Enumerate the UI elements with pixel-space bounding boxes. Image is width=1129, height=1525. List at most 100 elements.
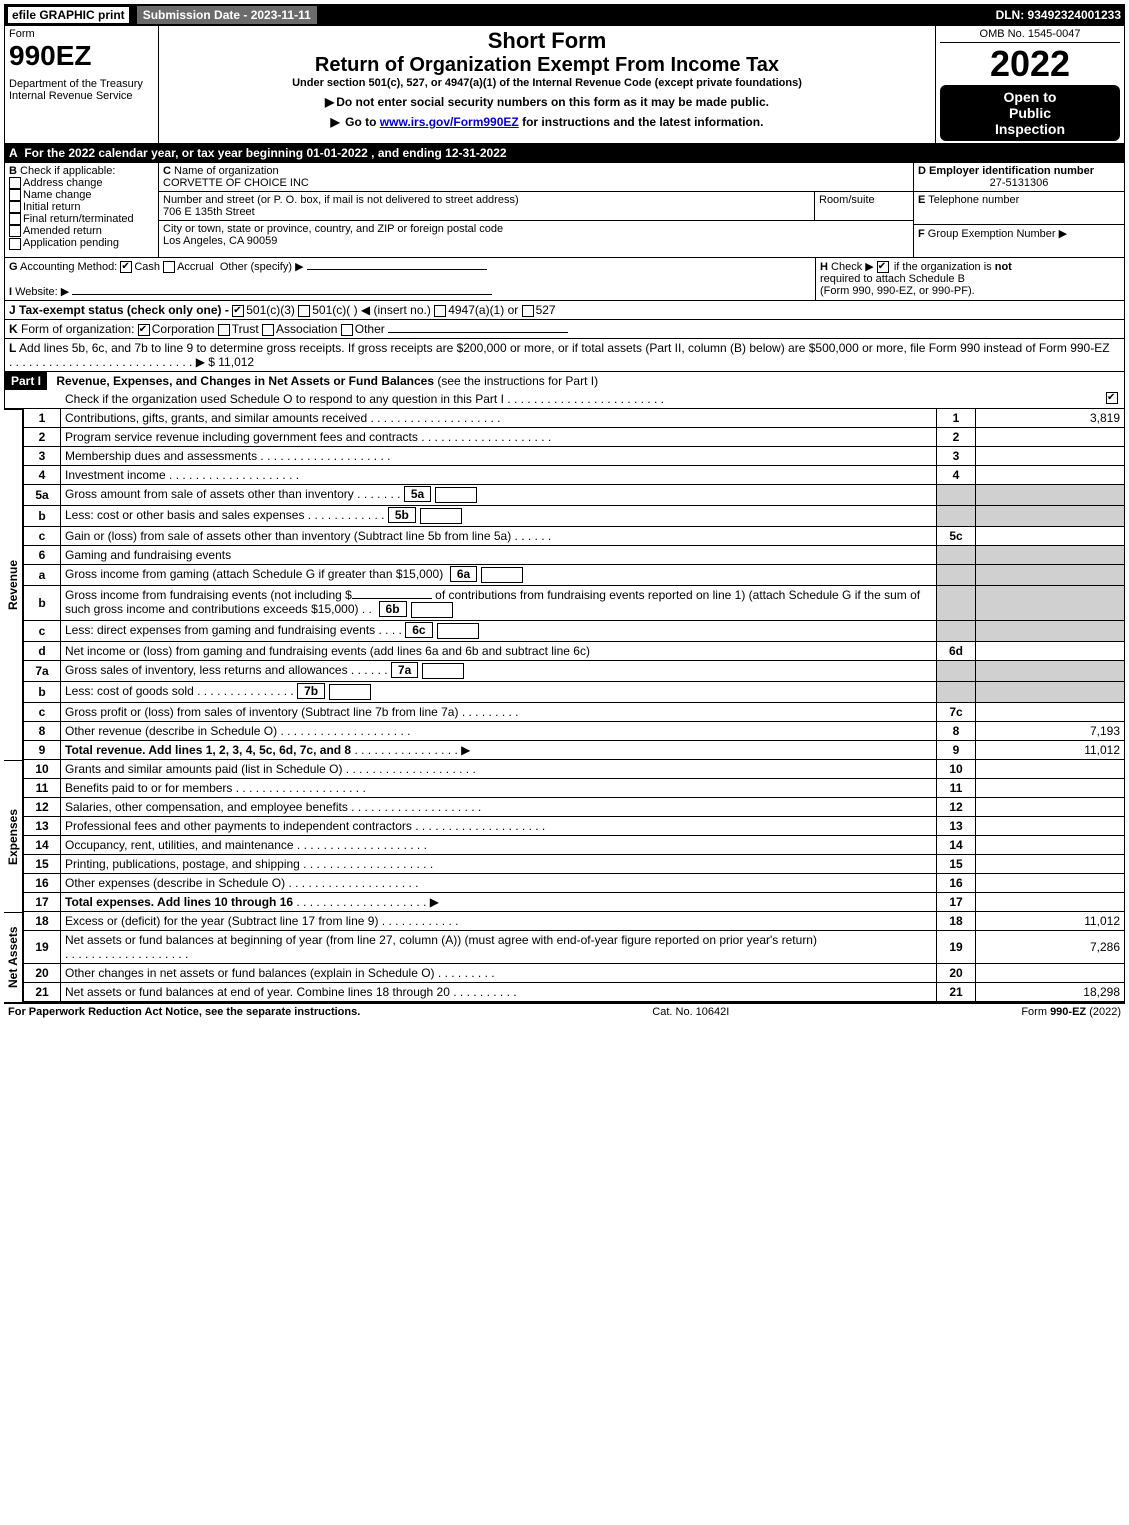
l6b-num: b	[24, 586, 61, 621]
chk-schedule-o[interactable]	[1106, 392, 1118, 404]
l8-amt: 7,193	[976, 722, 1125, 741]
goto-link[interactable]: www.irs.gov/Form990EZ	[380, 115, 519, 129]
l17-text: Total expenses. Add lines 10 through 16	[65, 895, 293, 909]
city-label: City or town, state or province, country…	[163, 223, 503, 235]
chk-address-change[interactable]	[9, 177, 21, 189]
opt-other: Other (specify)	[220, 261, 292, 273]
l6c-sub: 6c	[405, 622, 432, 638]
chk-4947[interactable]	[434, 305, 446, 317]
l7b-sub: 7b	[297, 683, 325, 699]
l7c-lab: 7c	[937, 703, 976, 722]
h-text2: if the organization is	[894, 261, 995, 273]
chk-cash[interactable]	[120, 261, 132, 273]
chk-schedule-b[interactable]	[877, 261, 889, 273]
l5a-amt	[976, 485, 1125, 506]
chk-name-change[interactable]	[9, 189, 21, 201]
l7c-amt	[976, 703, 1125, 722]
l6c-num: c	[24, 621, 61, 642]
l3-text: Membership dues and assessments	[65, 449, 257, 463]
netassets-side-label: Net Assets	[4, 912, 23, 1002]
chk-final-return[interactable]	[9, 213, 21, 225]
part1-check-text: Check if the organization used Schedule …	[65, 392, 504, 406]
chk-501c[interactable]	[298, 305, 310, 317]
l13-amt	[976, 817, 1125, 836]
l8-text: Other revenue (describe in Schedule O)	[65, 724, 277, 738]
l11-lab: 11	[937, 779, 976, 798]
room-suite-label: Room/suite	[815, 192, 913, 220]
l15-text: Printing, publications, postage, and shi…	[65, 857, 300, 871]
l17-amt	[976, 893, 1125, 912]
l5c-lab: 5c	[937, 527, 976, 546]
l3-num: 3	[24, 447, 61, 466]
l18-text: Excess or (deficit) for the year (Subtra…	[65, 914, 378, 928]
l12-lab: 12	[937, 798, 976, 817]
l19-num: 19	[24, 931, 61, 964]
revenue-table: 1Contributions, gifts, grants, and simil…	[23, 409, 1125, 760]
chk-accrual[interactable]	[163, 261, 175, 273]
h-text4: (Form 990, 990-EZ, or 990-PF).	[820, 285, 975, 297]
l7a-amt	[976, 661, 1125, 682]
l7a-num: 7a	[24, 661, 61, 682]
opt-cash: Cash	[134, 261, 160, 273]
l19-amt: 7,286	[976, 931, 1125, 964]
goto-post: for instructions and the latest informat…	[522, 115, 763, 129]
l10-amt	[976, 760, 1125, 779]
l9-num: 9	[24, 741, 61, 760]
l6a-text: Gross income from gaming (attach Schedul…	[65, 567, 443, 581]
l6c-amt	[976, 621, 1125, 642]
l21-amt: 18,298	[976, 983, 1125, 1002]
footer-right: Form 990-EZ (2022)	[1021, 1006, 1121, 1018]
footer-mid: Cat. No. 10642I	[652, 1006, 729, 1018]
l6-num: 6	[24, 546, 61, 565]
l3-lab: 3	[937, 447, 976, 466]
omb-number: OMB No. 1545-0047	[940, 28, 1120, 43]
chk-application-pending[interactable]	[9, 238, 21, 250]
top-bar: efile GRAPHIC print Submission Date - 20…	[4, 4, 1125, 26]
l16-amt	[976, 874, 1125, 893]
netassets-section: Net Assets 18 Excess or (deficit) for the…	[4, 912, 1125, 1002]
city: Los Angeles, CA 90059	[163, 235, 277, 247]
l6d-num: d	[24, 642, 61, 661]
opt-application-pending: Application pending	[23, 237, 119, 249]
acct-method-label: Accounting Method:	[20, 261, 117, 273]
l12-num: 12	[24, 798, 61, 817]
chk-trust[interactable]	[218, 324, 230, 336]
l13-num: 13	[24, 817, 61, 836]
chk-501c3[interactable]	[232, 305, 244, 317]
l14-lab: 14	[937, 836, 976, 855]
h-text3: required to attach Schedule B	[820, 273, 965, 285]
l7c-num: c	[24, 703, 61, 722]
chk-initial-return[interactable]	[9, 201, 21, 213]
l5a-sub: 5a	[404, 486, 431, 502]
l5b-num: b	[24, 506, 61, 527]
goto-note: Go to www.irs.gov/Form990EZ for instruct…	[165, 115, 929, 129]
page-footer: For Paperwork Reduction Act Notice, see …	[4, 1002, 1125, 1020]
l6a-num: a	[24, 565, 61, 586]
open-public-badge: Open to Public Inspection	[940, 85, 1120, 141]
l6d-text: Net income or (loss) from gaming and fun…	[65, 644, 590, 658]
opt-accrual: Accrual	[177, 261, 214, 273]
l18-num: 18	[24, 912, 61, 931]
l5b-lab	[937, 506, 976, 527]
l11-amt	[976, 779, 1125, 798]
public: Public	[944, 105, 1116, 121]
l6b-amt	[976, 586, 1125, 621]
form-number: 990EZ	[9, 40, 154, 72]
chk-amended-return[interactable]	[9, 225, 21, 237]
chk-corp[interactable]	[138, 324, 150, 336]
l7a-text: Gross sales of inventory, less returns a…	[65, 663, 348, 677]
chk-527[interactable]	[522, 305, 534, 317]
part1-header-row: Part I Revenue, Expenses, and Changes in…	[4, 372, 1125, 409]
l1-amt: 3,819	[976, 409, 1125, 428]
l2-num: 2	[24, 428, 61, 447]
l5b-text: Less: cost or other basis and sales expe…	[65, 508, 304, 522]
chk-other-org[interactable]	[341, 324, 353, 336]
l5b-sub: 5b	[388, 507, 416, 523]
chk-assoc[interactable]	[262, 324, 274, 336]
l2-amt	[976, 428, 1125, 447]
form-word: Form	[9, 28, 154, 40]
l4-lab: 4	[937, 466, 976, 485]
l8-lab: 8	[937, 722, 976, 741]
l6-amt	[976, 546, 1125, 565]
opt-501c: 501(c)( )	[312, 303, 357, 317]
